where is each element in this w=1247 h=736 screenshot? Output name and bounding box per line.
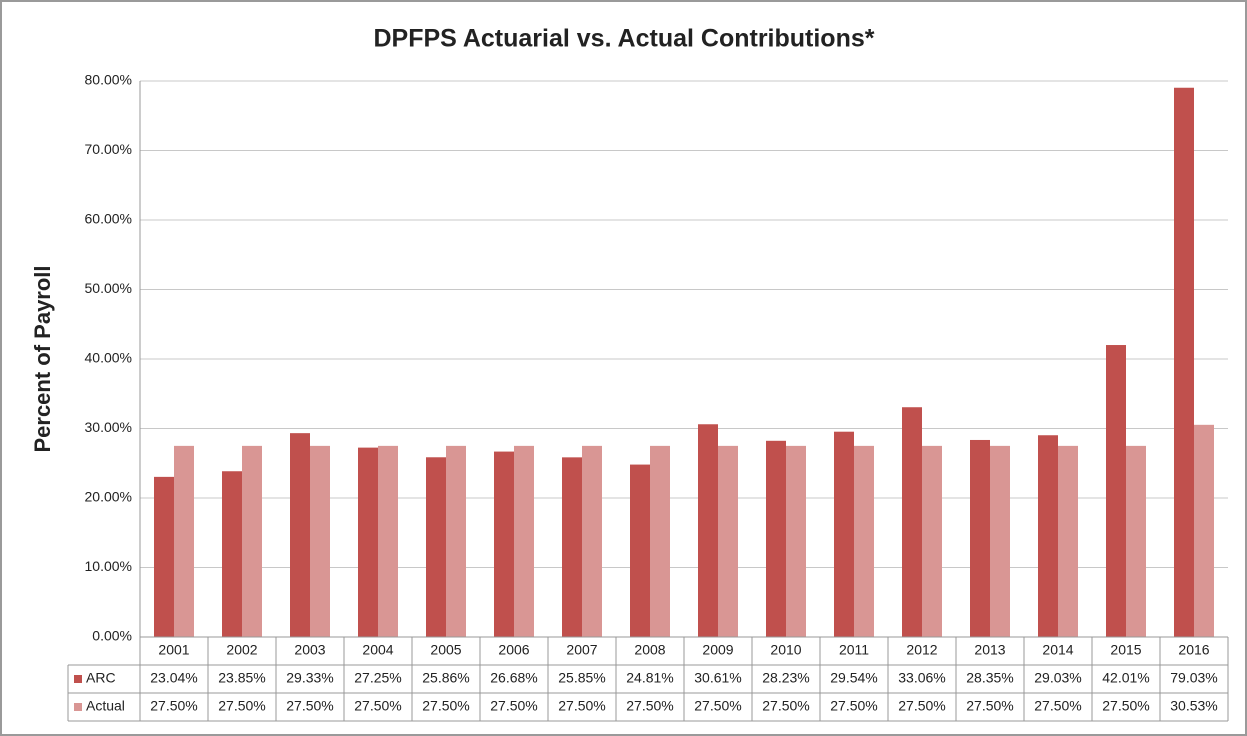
bar: [242, 445, 262, 637]
y-tick-label: 60.00%: [85, 211, 132, 227]
bar: [514, 445, 534, 637]
bar: [970, 439, 990, 637]
x-tick-label: 2002: [226, 642, 257, 658]
table-value: 27.50%: [354, 698, 401, 714]
y-tick-label: 30.00%: [85, 419, 132, 435]
x-tick-label: 2009: [702, 642, 733, 658]
x-tick-label: 2005: [430, 642, 461, 658]
table-value: 27.50%: [1102, 698, 1149, 714]
bar: [854, 445, 874, 637]
table-value: 27.50%: [422, 698, 469, 714]
bar: [718, 445, 738, 637]
table-value: 42.01%: [1102, 670, 1149, 686]
x-tick-label: 2008: [634, 642, 665, 658]
y-axis-label: Percent of Payroll: [30, 265, 55, 452]
y-tick-label: 20.00%: [85, 489, 132, 505]
bar: [310, 445, 330, 637]
table-value: 23.04%: [150, 670, 197, 686]
x-tick-label: 2015: [1110, 642, 1141, 658]
bar: [582, 445, 602, 637]
y-tick-label: 70.00%: [85, 141, 132, 157]
y-tick-label: 40.00%: [85, 350, 132, 366]
x-tick-label: 2014: [1042, 642, 1073, 658]
table-value: 30.53%: [1170, 698, 1217, 714]
y-tick-label: 80.00%: [85, 72, 132, 88]
x-tick-label: 2006: [498, 642, 529, 658]
table-value: 79.03%: [1170, 670, 1217, 686]
table-value: 27.50%: [1034, 698, 1081, 714]
bar: [222, 471, 242, 637]
x-tick-label: 2016: [1178, 642, 1209, 658]
bar: [562, 457, 582, 637]
bar: [378, 445, 398, 637]
bar: [922, 445, 942, 637]
bar: [174, 445, 194, 637]
bar: [990, 445, 1010, 637]
bar: [1038, 435, 1058, 637]
legend-key: [74, 675, 82, 683]
x-tick-label: 2001: [158, 642, 189, 658]
bar: [1126, 445, 1146, 637]
bar: [494, 451, 514, 637]
x-tick-label: 2003: [294, 642, 325, 658]
bar: [1194, 424, 1214, 637]
table-value: 27.50%: [150, 698, 197, 714]
bar: [650, 445, 670, 637]
legend-label: Actual: [86, 698, 125, 714]
table-value: 29.54%: [830, 670, 877, 686]
bar: [446, 445, 466, 637]
bar: [766, 440, 786, 637]
x-tick-label: 2010: [770, 642, 801, 658]
table-value: 27.50%: [762, 698, 809, 714]
bar: [902, 407, 922, 637]
x-tick-label: 2007: [566, 642, 597, 658]
table-value: 27.50%: [966, 698, 1013, 714]
table-value: 27.50%: [830, 698, 877, 714]
table-value: 30.61%: [694, 670, 741, 686]
x-tick-label: 2012: [906, 642, 937, 658]
table-value: 26.68%: [490, 670, 537, 686]
table-value: 28.35%: [966, 670, 1013, 686]
y-tick-label: 10.00%: [85, 558, 132, 574]
legend-label: ARC: [86, 670, 116, 686]
table-value: 27.50%: [898, 698, 945, 714]
table-value: 28.23%: [762, 670, 809, 686]
table-value: 25.86%: [422, 670, 469, 686]
bar: [630, 464, 650, 637]
legend-key: [74, 703, 82, 711]
table-value: 27.25%: [354, 670, 401, 686]
table-value: 24.81%: [626, 670, 673, 686]
bar: [786, 445, 806, 637]
table-value: 27.50%: [558, 698, 605, 714]
y-tick-label: 50.00%: [85, 280, 132, 296]
bar: [1058, 445, 1078, 637]
table-value: 25.85%: [558, 670, 605, 686]
y-tick-label: 0.00%: [92, 628, 132, 644]
table-value: 27.50%: [286, 698, 333, 714]
table-value: 29.33%: [286, 670, 333, 686]
bar: [834, 431, 854, 637]
x-tick-label: 2013: [974, 642, 1005, 658]
table-value: 27.50%: [490, 698, 537, 714]
bar: [1174, 87, 1194, 637]
bar: [154, 476, 174, 637]
table-value: 23.85%: [218, 670, 265, 686]
table-value: 27.50%: [694, 698, 741, 714]
bar: [290, 433, 310, 637]
bar: [698, 424, 718, 637]
table-value: 27.50%: [626, 698, 673, 714]
chart-title: DPFPS Actuarial vs. Actual Contributions…: [373, 25, 874, 53]
table-value: 33.06%: [898, 670, 945, 686]
x-tick-label: 2011: [839, 642, 869, 658]
bar: [1106, 345, 1126, 637]
table-value: 27.50%: [218, 698, 265, 714]
bar: [358, 447, 378, 637]
bar: [426, 457, 446, 637]
table-value: 29.03%: [1034, 670, 1081, 686]
x-tick-label: 2004: [362, 642, 393, 658]
